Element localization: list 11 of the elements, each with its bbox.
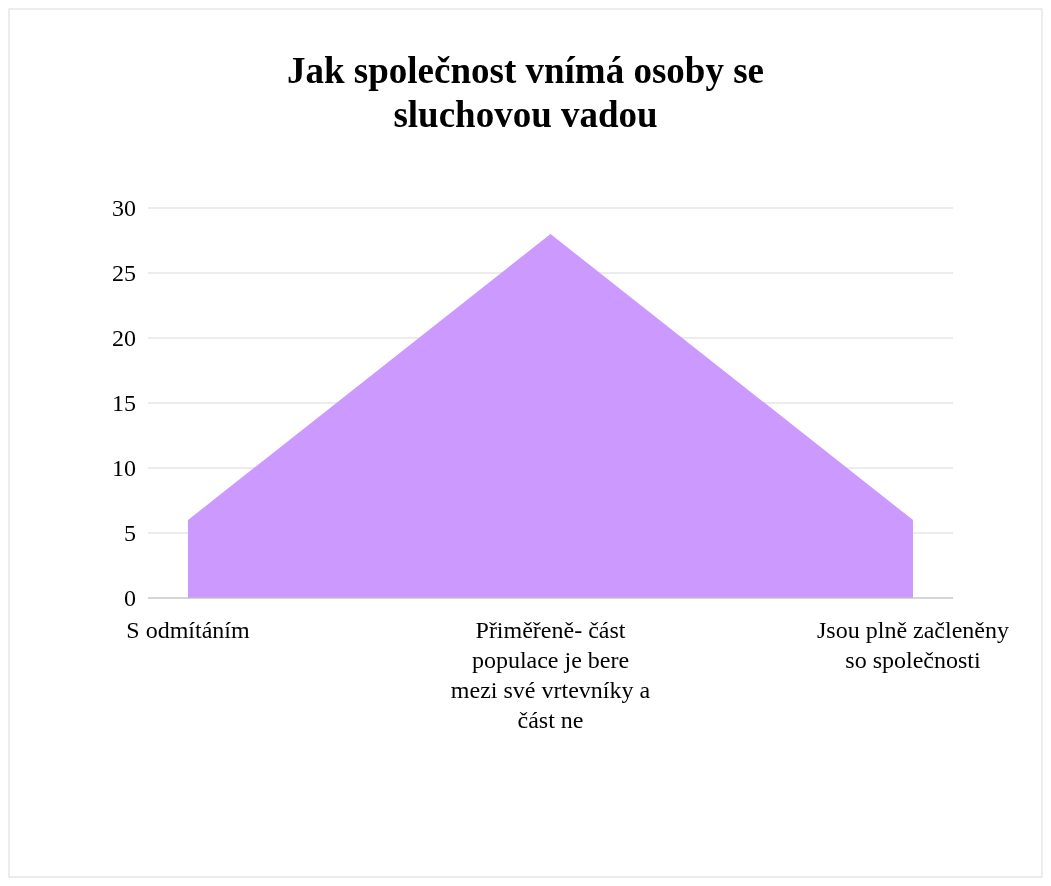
x-tick-label: Jsou plně začleněny so společnosti: [817, 617, 1009, 673]
y-tick-label: 30: [112, 195, 136, 222]
y-tick-label: 15: [112, 390, 136, 417]
y-tick-label: 10: [112, 455, 136, 482]
chart-title: Jak společnost vnímá osoby se sluchovou vadou: [287, 50, 764, 135]
y-tick-label: 0: [124, 585, 136, 612]
y-tick-label: 25: [112, 260, 136, 287]
x-tick-label: Přiměřeně- část populace je bere mezi své vrtevníky a část ne: [450, 617, 651, 733]
y-tick-label: 20: [112, 325, 136, 352]
y-tick-label: 5: [124, 520, 136, 547]
x-tick-label: S odmítáním: [126, 617, 250, 643]
